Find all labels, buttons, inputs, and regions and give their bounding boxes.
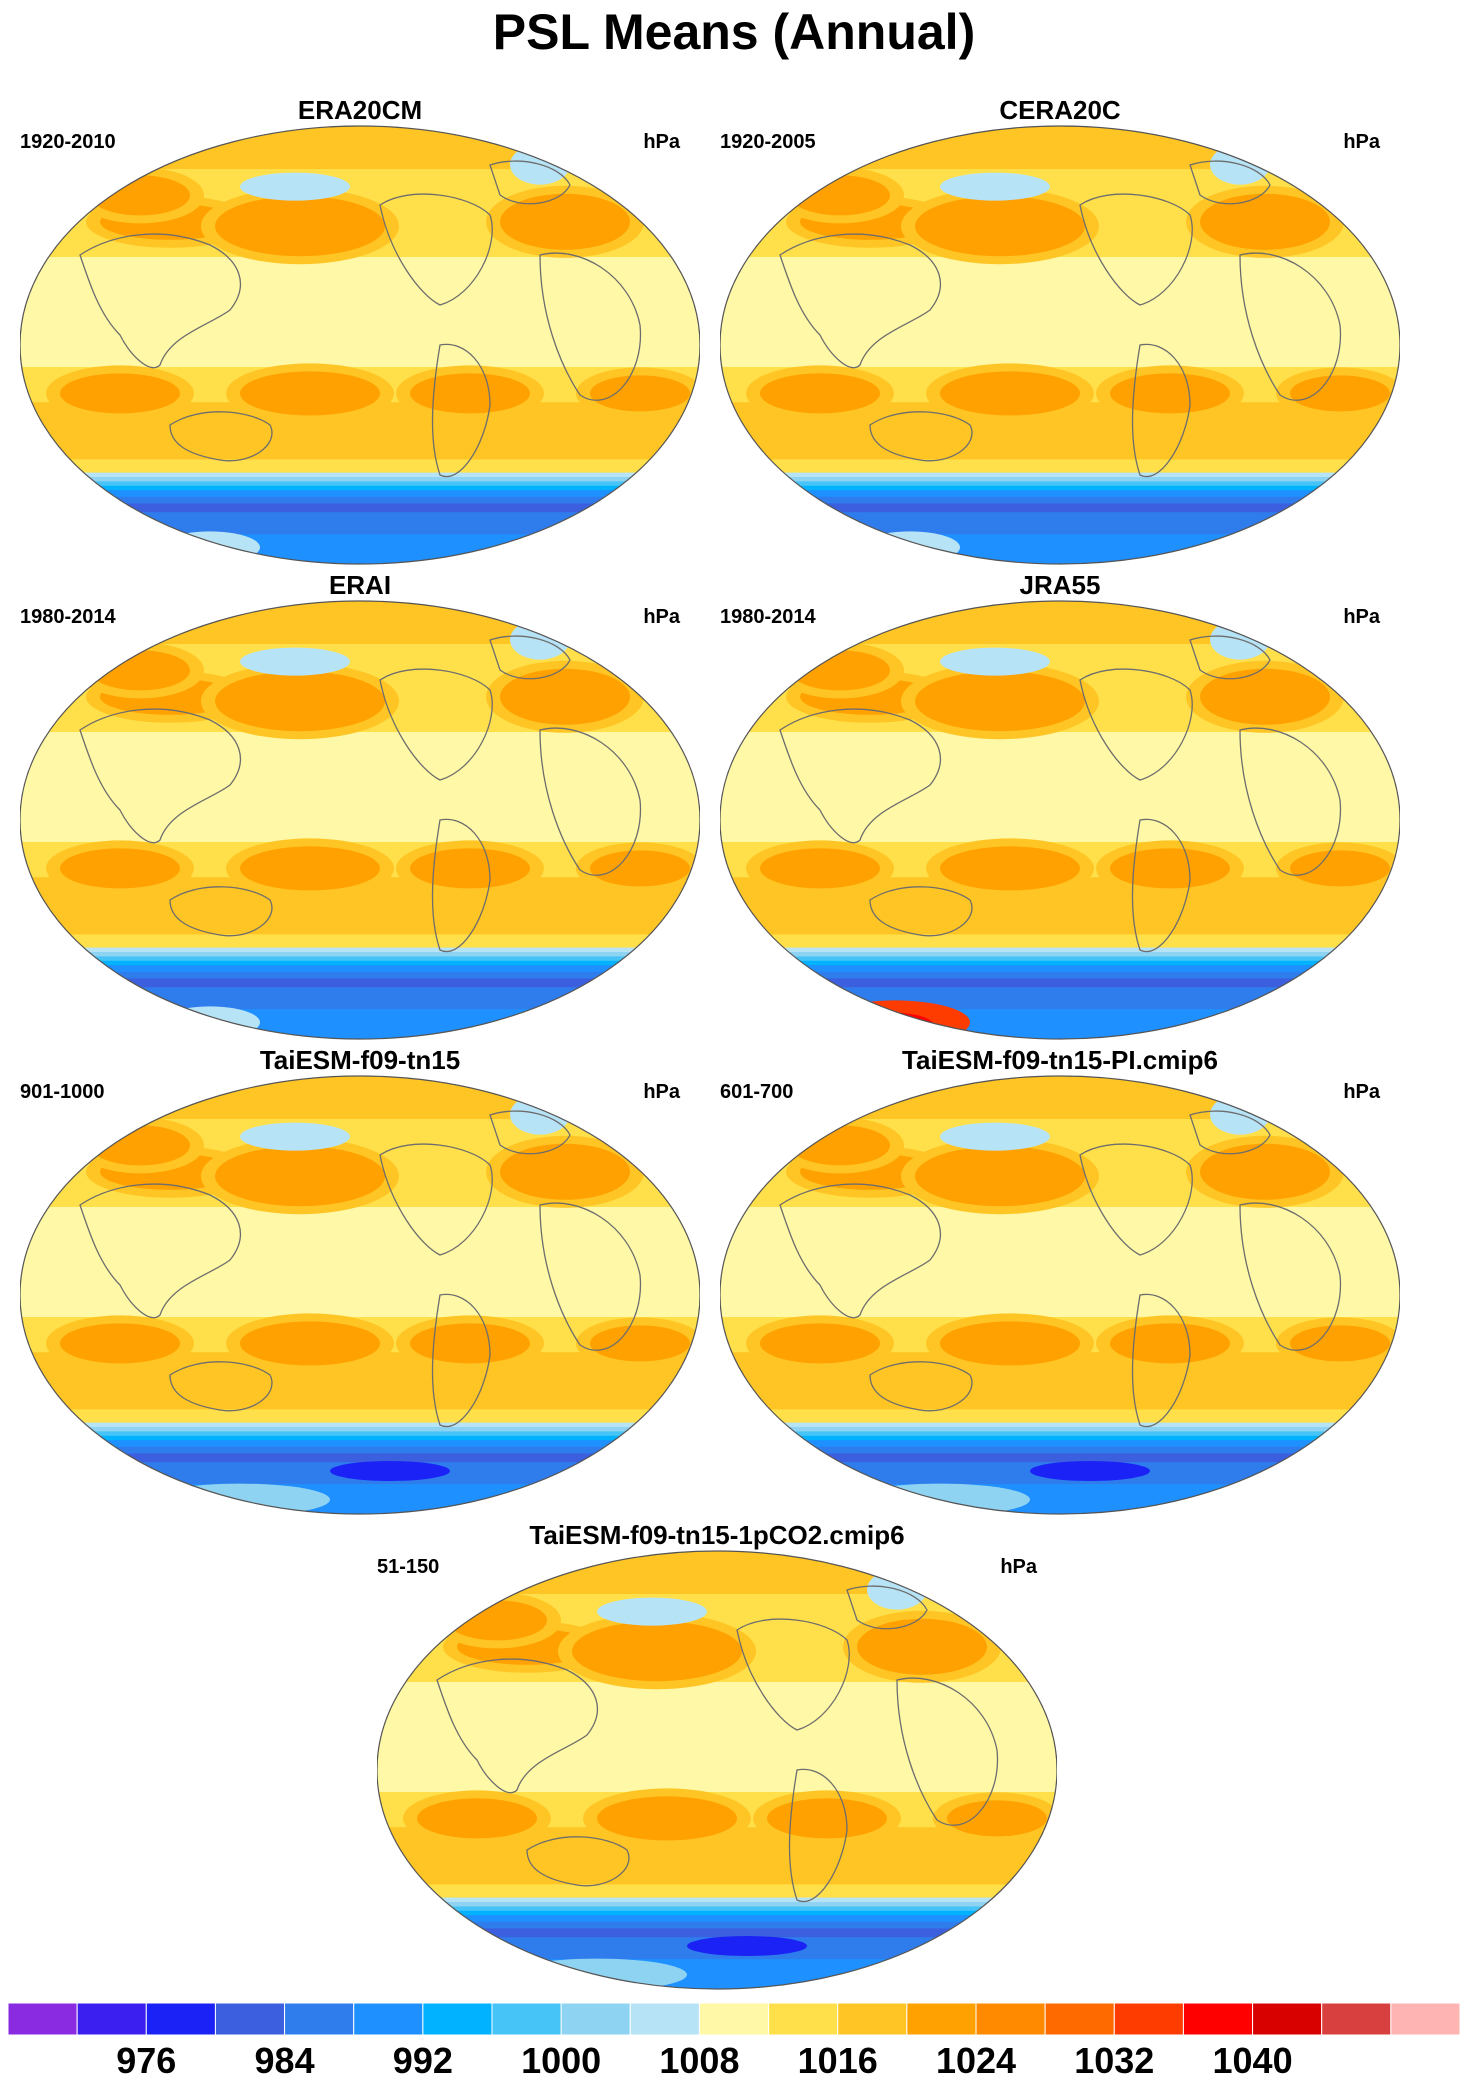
panel-title: ERAI: [328, 570, 392, 600]
colorbar-swatch: [560, 2003, 631, 2035]
panel-units: hPa: [1343, 606, 1380, 628]
colorbar-tick-label: 992: [392, 2040, 453, 2081]
map-panel: TaiESM-f09-tn15 901-1000 hPa: [10, 1045, 710, 1515]
panel-title: TaiESM-f09-tn15-PI.cmip6: [902, 1045, 1218, 1075]
colorbar-labels: 976 984 992 1000 1008 1016 1024 1032 1040: [0, 2040, 1468, 2081]
colorbar-swatch: [145, 2003, 216, 2035]
figure-title: PSL Means (Annual): [492, 4, 976, 60]
panel-title: ERA20CM: [297, 95, 423, 125]
psl-map: [20, 125, 700, 565]
panel-years: 1980-2014: [20, 606, 116, 628]
colorbar-swatch: [76, 2003, 147, 2035]
colorbar-tick-label: 1016: [797, 2040, 878, 2081]
colorbar-swatch: [1390, 2003, 1460, 2035]
colorbar-swatch: [1321, 2003, 1392, 2035]
psl-map: [720, 600, 1400, 1040]
colorbar-swatch: [629, 2003, 700, 2035]
colorbar-swatch: [1252, 2003, 1323, 2035]
colorbar-tick-label: 1008: [659, 2040, 740, 2081]
colorbar-swatch: [906, 2003, 977, 2035]
panel-title: TaiESM-f09-tn15-1pCO2.cmip6: [529, 1520, 905, 1550]
map-panel: TaiESM-f09-tn15-1pCO2.cmip6 51-150 hPa: [367, 1520, 1067, 1990]
panel-years: 1920-2010: [20, 131, 116, 153]
panel-units: hPa: [1343, 131, 1380, 153]
colorbar-swatch: [1182, 2003, 1254, 2035]
panel-units: hPa: [1343, 1081, 1380, 1103]
panel-years: 1980-2014: [720, 606, 816, 628]
colorbar-tick-label: 1040: [1212, 2040, 1293, 2081]
panel-title: JRA55: [1019, 570, 1101, 600]
panel-years: 51-150: [377, 1556, 440, 1578]
colorbar-swatch: [214, 2003, 286, 2035]
map-panel: ERAI 1980-2014 hPa: [10, 570, 710, 1040]
map-panel: CERA20C 1920-2005 hPa: [710, 95, 1410, 565]
panel-title: CERA20C: [999, 95, 1121, 125]
colorbar-swatch: [975, 2003, 1046, 2035]
colorbar-swatch: [698, 2003, 770, 2035]
colorbar-tick-label: 1000: [521, 2040, 602, 2081]
colorbar-tick-label: 976: [116, 2040, 177, 2081]
colorbar: [8, 2003, 1460, 2035]
psl-map: [720, 125, 1400, 565]
colorbar-swatch: [1044, 2003, 1115, 2035]
colorbar-swatch: [491, 2003, 562, 2035]
psl-map: [20, 600, 700, 1040]
panel-units: hPa: [643, 131, 680, 153]
map-panel: TaiESM-f09-tn15-PI.cmip6 601-700 hPa: [710, 1045, 1410, 1515]
panel-units: hPa: [1000, 1556, 1037, 1578]
panel-years: 1920-2005: [720, 131, 816, 153]
colorbar-swatch: [768, 2003, 839, 2035]
psl-map: [20, 1075, 700, 1515]
colorbar-swatch: [837, 2003, 908, 2035]
colorbar-swatch: [8, 2003, 78, 2035]
psl-map: [377, 1550, 1057, 1990]
colorbar-swatch: [284, 2003, 355, 2035]
colorbar-tick-label: 984: [254, 2040, 315, 2081]
colorbar-swatch: [353, 2003, 424, 2035]
psl-map: [720, 1075, 1400, 1515]
map-panel: ERA20CM 1920-2010 hPa: [10, 95, 710, 565]
panel-years: 901-1000: [20, 1081, 105, 1103]
panel-units: hPa: [643, 1081, 680, 1103]
colorbar-tick-label: 1032: [1074, 2040, 1155, 2081]
panel-units: hPa: [643, 606, 680, 628]
panel-title: TaiESM-f09-tn15: [259, 1045, 461, 1075]
colorbar-tick-label: 1024: [935, 2040, 1017, 2081]
map-panel: JRA55 1980-2014 hPa: [710, 570, 1410, 1040]
colorbar-swatch: [1113, 2003, 1184, 2035]
colorbar-swatch: [422, 2003, 493, 2035]
panel-years: 601-700: [720, 1081, 794, 1103]
